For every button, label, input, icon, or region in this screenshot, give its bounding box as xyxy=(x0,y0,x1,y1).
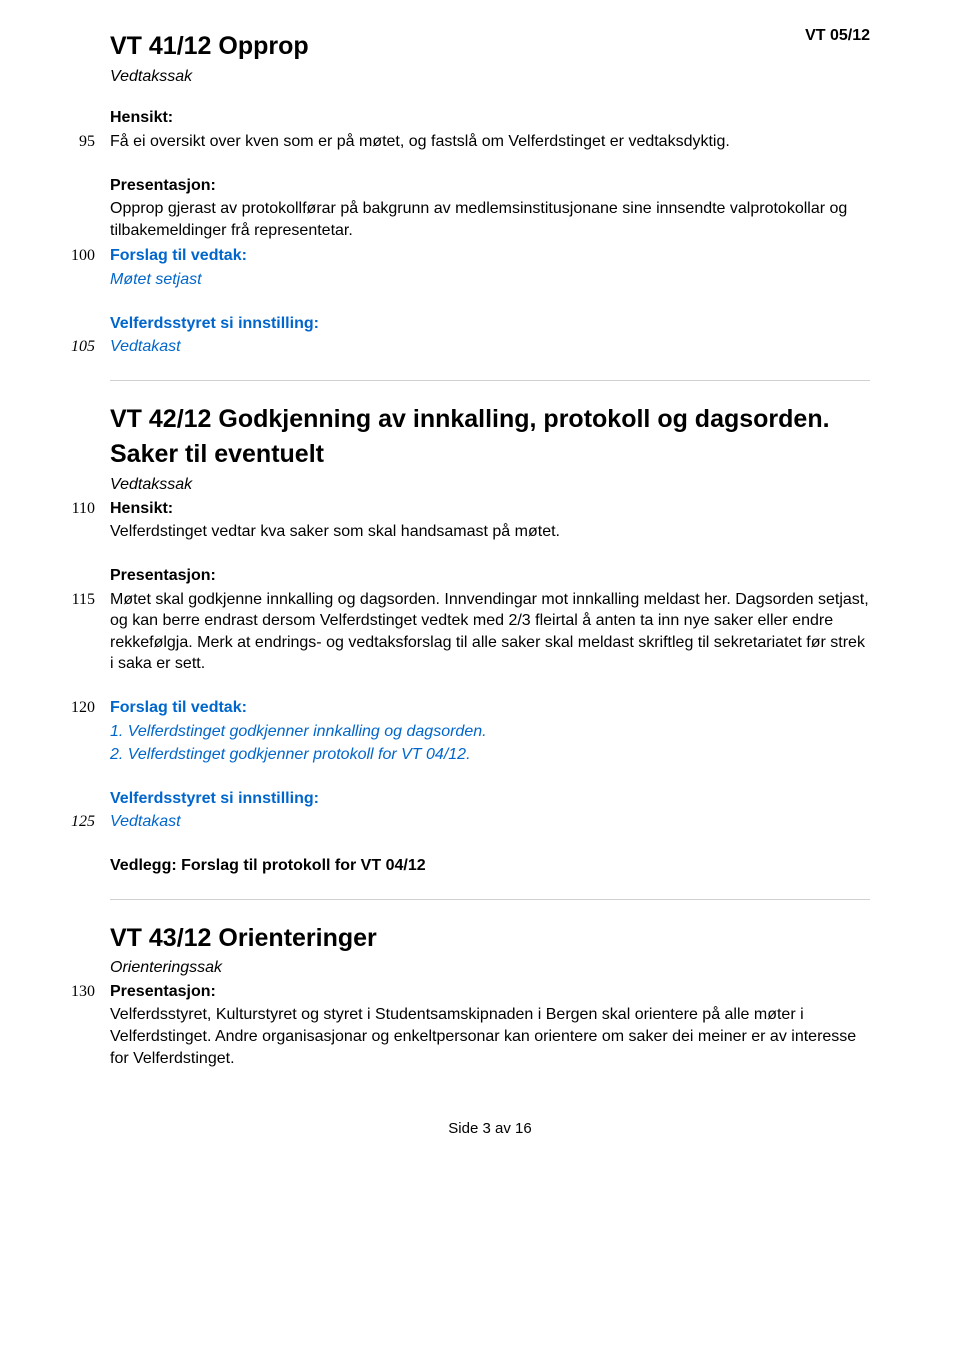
innstilling-text: 105 Vedtakast xyxy=(110,336,870,358)
section-2-title-line1: VT 42/12 Godkjenning av innkalling, prot… xyxy=(110,403,870,437)
hensikt-text: 95 Få ei oversikt over kven som er på mø… xyxy=(110,131,870,153)
line-number: 95 xyxy=(55,131,95,153)
line-number: 100 xyxy=(55,245,95,267)
section-1-title: VT 41/12 Opprop xyxy=(110,30,870,64)
section-3-title: VT 43/12 Orienteringer xyxy=(110,922,870,956)
hensikt-label: Hensikt: xyxy=(110,498,870,520)
innstilling-text-content: Vedtakast xyxy=(110,338,181,355)
presentasjon-label: Presentasjon: xyxy=(110,175,870,197)
presentasjon-text-content: Møtet skal godkjenne innkalling og dagso… xyxy=(110,591,869,673)
line-number: 105 xyxy=(55,336,95,358)
presentasjon-label: Presentasjon: xyxy=(110,981,870,1003)
vedlegg-text: Vedlegg: Forslag til protokoll for VT 04… xyxy=(110,855,870,877)
forslag-item-2: 2. Velferdstinget godkjenner protokoll f… xyxy=(110,744,870,766)
section-1-case-type: Vedtakssak xyxy=(110,66,870,88)
line-number: 130 xyxy=(55,981,95,1003)
hensikt-label: Hensikt: xyxy=(110,107,870,129)
section-2: VT 42/12 Godkjenning av innkalling, prot… xyxy=(110,403,870,877)
section-2-title-line2: Saker til eventuelt xyxy=(110,438,870,472)
section-3: VT 43/12 Orienteringer Orienteringssak 1… xyxy=(110,922,870,1070)
line-number: 125 xyxy=(55,811,95,833)
line-number: 120 xyxy=(55,697,95,719)
section-2-case-type: Vedtakssak xyxy=(110,474,870,496)
divider xyxy=(110,899,870,900)
section-1: VT 41/12 Opprop Vedtakssak Hensikt: 95 F… xyxy=(110,30,870,358)
forslag-label: Forslag til vedtak: xyxy=(110,697,870,719)
page-footer: Side 3 av 16 xyxy=(110,1119,870,1139)
presentasjon-label: Presentasjon: xyxy=(110,565,870,587)
innstilling-text: 125 Vedtakast xyxy=(110,811,870,833)
line-number: 110 xyxy=(55,498,95,520)
hensikt-text: Velferdstinget vedtar kva saker som skal… xyxy=(110,521,870,543)
section-3-case-type: Orienteringssak xyxy=(110,957,870,979)
forslag-label: Forslag til vedtak: xyxy=(110,245,870,267)
presentasjon-text: Opprop gjerast av protokollførar på bakg… xyxy=(110,198,870,241)
line-number: 115 xyxy=(55,589,95,611)
innstilling-text-content: Vedtakast xyxy=(110,813,181,830)
forslag-text: Møtet setjast xyxy=(110,269,870,291)
innstilling-label: Velferdsstyret si innstilling: xyxy=(110,313,870,335)
divider xyxy=(110,380,870,381)
forslag-item-1: 1. Velferdstinget godkjenner innkalling … xyxy=(110,721,870,743)
hensikt-text-content: Få ei oversikt over kven som er på møtet… xyxy=(110,133,730,150)
presentasjon-text: 115 Møtet skal godkjenne innkalling og d… xyxy=(110,589,870,675)
presentasjon-text: Velferdsstyret, Kulturstyret og styret i… xyxy=(110,1004,870,1069)
innstilling-label: Velferdsstyret si innstilling: xyxy=(110,788,870,810)
